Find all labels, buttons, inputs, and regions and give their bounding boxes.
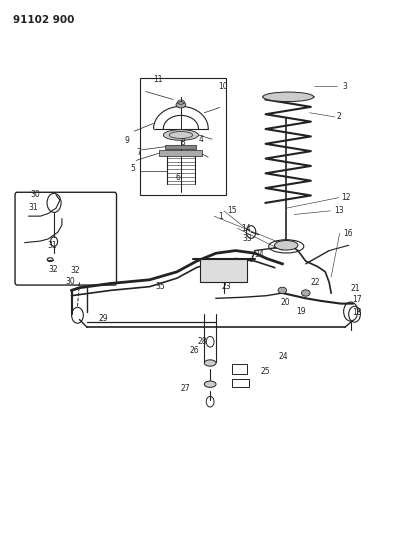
Text: 32: 32 bbox=[48, 265, 58, 273]
Text: 11: 11 bbox=[154, 75, 163, 84]
Ellipse shape bbox=[301, 290, 310, 296]
Text: 21: 21 bbox=[351, 284, 360, 293]
Ellipse shape bbox=[278, 287, 286, 294]
Ellipse shape bbox=[263, 92, 314, 102]
Text: 32: 32 bbox=[71, 266, 81, 275]
Ellipse shape bbox=[204, 381, 216, 387]
Text: 9: 9 bbox=[124, 136, 129, 145]
Text: 5: 5 bbox=[130, 164, 135, 173]
Text: 28: 28 bbox=[198, 337, 207, 346]
Text: 34: 34 bbox=[254, 251, 264, 260]
Text: 10: 10 bbox=[218, 82, 228, 91]
Ellipse shape bbox=[204, 360, 216, 366]
Bar bbox=[231, 379, 249, 387]
Text: 30: 30 bbox=[66, 277, 75, 286]
Text: 30: 30 bbox=[31, 190, 40, 199]
Text: 23: 23 bbox=[222, 282, 231, 291]
Bar bbox=[140, 78, 226, 195]
Text: 2: 2 bbox=[337, 112, 342, 122]
Text: 91102 900: 91102 900 bbox=[13, 15, 74, 25]
Text: 15: 15 bbox=[227, 206, 237, 215]
Text: 17: 17 bbox=[352, 295, 362, 304]
Bar bbox=[200, 259, 247, 282]
Text: 25: 25 bbox=[261, 367, 270, 376]
Ellipse shape bbox=[176, 102, 186, 108]
Text: 16: 16 bbox=[343, 229, 353, 238]
Text: 31: 31 bbox=[28, 203, 38, 212]
Text: 19: 19 bbox=[296, 307, 306, 316]
Text: 1: 1 bbox=[218, 212, 223, 221]
Text: 8: 8 bbox=[181, 139, 185, 148]
Text: 4: 4 bbox=[198, 135, 203, 144]
Text: 6: 6 bbox=[175, 173, 180, 182]
Text: 12: 12 bbox=[341, 193, 351, 202]
Text: 20: 20 bbox=[280, 298, 290, 307]
Text: 29: 29 bbox=[98, 314, 108, 323]
Text: 35: 35 bbox=[156, 282, 165, 291]
Text: 27: 27 bbox=[180, 384, 190, 393]
Text: 26: 26 bbox=[190, 346, 200, 355]
Bar bbox=[231, 364, 247, 374]
Text: 22: 22 bbox=[311, 278, 320, 287]
Text: 31: 31 bbox=[48, 241, 57, 250]
Bar bbox=[165, 144, 196, 149]
Text: 13: 13 bbox=[334, 206, 343, 215]
FancyBboxPatch shape bbox=[15, 192, 116, 285]
Ellipse shape bbox=[275, 240, 298, 250]
Text: 14: 14 bbox=[241, 224, 251, 233]
Bar bbox=[160, 150, 202, 156]
Text: 24: 24 bbox=[279, 352, 288, 361]
Text: 7: 7 bbox=[136, 148, 141, 157]
Text: 18: 18 bbox=[352, 308, 361, 317]
Text: 33: 33 bbox=[242, 235, 252, 244]
Text: 3: 3 bbox=[343, 82, 348, 91]
Ellipse shape bbox=[163, 130, 198, 140]
